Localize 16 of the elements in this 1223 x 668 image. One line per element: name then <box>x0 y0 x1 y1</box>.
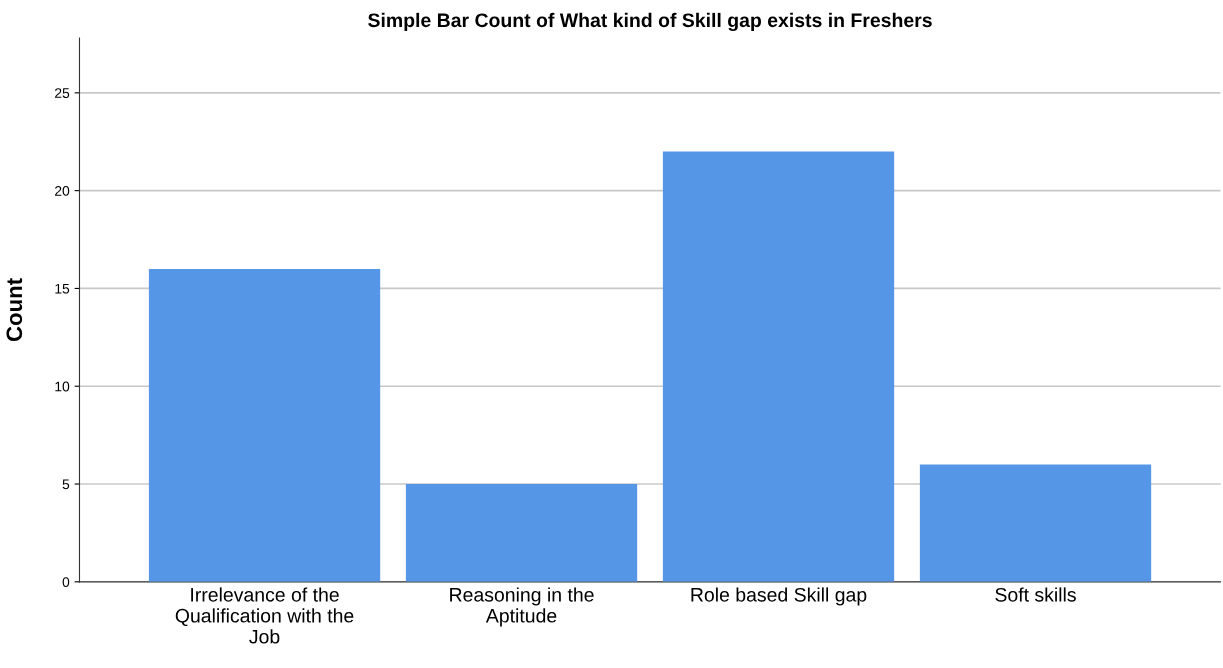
y-axis-title: Count <box>6 278 23 342</box>
bar <box>405 484 638 582</box>
y-tick-label: 10 <box>55 381 70 392</box>
x-tick-label: Role based Skill gap <box>691 587 867 606</box>
x-tick-label: Reasoning in the Aptitude <box>450 587 594 627</box>
bar <box>148 268 381 582</box>
y-tick-label: 15 <box>55 283 70 294</box>
x-tick-label: Irrelevance of the Qualification with the Job <box>175 587 354 644</box>
bar <box>662 151 895 582</box>
y-tick-label: 5 <box>62 479 70 490</box>
chart-title: Simple Bar Count of What kind of Skill gap exists in Freshers <box>368 12 932 32</box>
y-tick-label: 25 <box>55 88 70 99</box>
x-tick-label: Soft skills <box>995 587 1076 602</box>
y-tick-label: 20 <box>55 185 70 196</box>
y-tick-label: 0 <box>62 577 70 587</box>
bar <box>919 464 1152 582</box>
